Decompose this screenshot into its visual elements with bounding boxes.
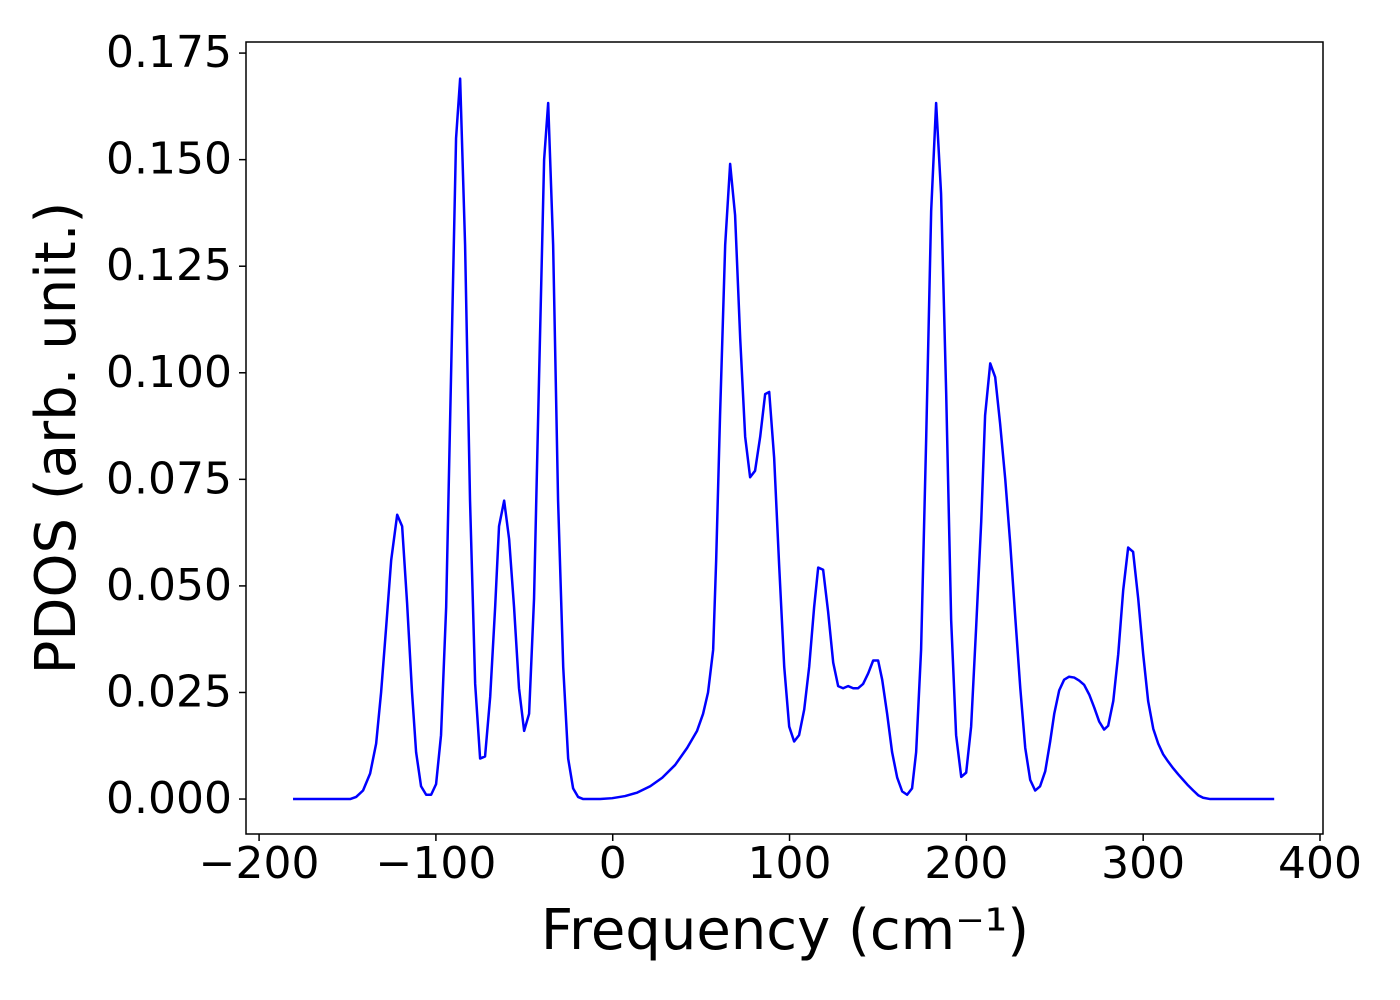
x-tick-label: 300 [1101,838,1185,889]
y-tick-label: 0.125 [106,240,232,291]
y-tick-label: 0.025 [106,666,232,717]
x-tick-label: −100 [375,838,496,889]
y-tick-label: 0.000 [106,773,232,824]
plot-frame [245,41,1324,835]
x-tick-label: 200 [924,838,1008,889]
y-tick-label: 0.175 [106,27,232,78]
y-tick-label: 0.100 [106,347,232,398]
x-axis-label: Frequency (cm⁻¹) [541,898,1029,963]
y-tick-label: 0.050 [106,560,232,611]
y-tick-label: 0.075 [106,453,232,504]
x-tick-label: 400 [1278,838,1362,889]
line-series [293,77,1275,801]
x-tick-label: 0 [599,838,627,889]
x-tick-label: −200 [199,838,320,889]
y-tick-label: 0.150 [106,134,232,185]
y-axis-label: PDOS (arb. unit.) [24,202,89,675]
x-tick-label: 100 [748,838,832,889]
